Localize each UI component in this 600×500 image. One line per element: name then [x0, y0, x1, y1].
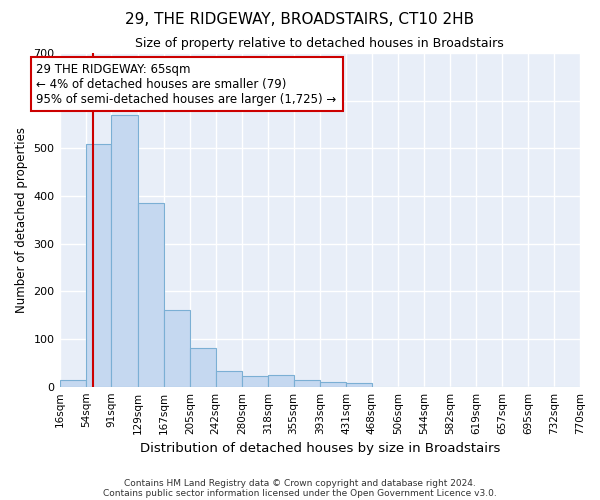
Bar: [112, 115, 137, 386]
Bar: [164, 310, 190, 386]
Y-axis label: Number of detached properties: Number of detached properties: [15, 127, 28, 313]
Bar: [242, 376, 268, 386]
Text: Contains public sector information licensed under the Open Government Licence v3: Contains public sector information licen…: [103, 488, 497, 498]
Bar: [268, 375, 293, 386]
Bar: [190, 348, 215, 387]
Bar: [346, 383, 371, 386]
Bar: [86, 144, 112, 386]
Text: 29 THE RIDGEWAY: 65sqm
← 4% of detached houses are smaller (79)
95% of semi-deta: 29 THE RIDGEWAY: 65sqm ← 4% of detached …: [37, 62, 337, 106]
Text: Contains HM Land Registry data © Crown copyright and database right 2024.: Contains HM Land Registry data © Crown c…: [124, 478, 476, 488]
Bar: [137, 203, 164, 386]
Bar: [59, 380, 86, 386]
Bar: [215, 372, 242, 386]
Bar: [293, 380, 320, 386]
Text: 29, THE RIDGEWAY, BROADSTAIRS, CT10 2HB: 29, THE RIDGEWAY, BROADSTAIRS, CT10 2HB: [125, 12, 475, 28]
Title: Size of property relative to detached houses in Broadstairs: Size of property relative to detached ho…: [136, 38, 504, 51]
Bar: [320, 382, 346, 386]
X-axis label: Distribution of detached houses by size in Broadstairs: Distribution of detached houses by size …: [140, 442, 500, 455]
